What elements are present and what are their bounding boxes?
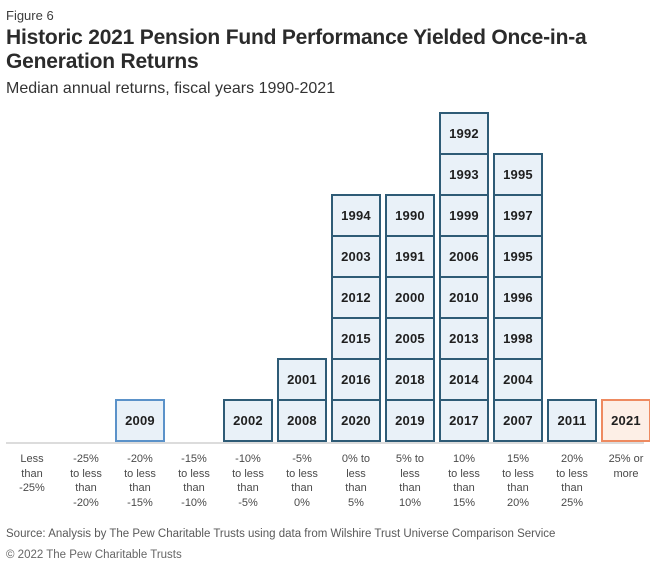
chart-column: 2002 bbox=[223, 399, 273, 443]
chart-column: 1990 1991 2000 2005 2018 2019 bbox=[385, 194, 435, 443]
year-box-2019: 2019 bbox=[385, 399, 435, 443]
year-box-1992: 1992 bbox=[439, 112, 489, 156]
year-box-1991: 1991 bbox=[385, 235, 435, 279]
chart-column: 1994 2003 2012 2015 2016 2020 bbox=[331, 194, 381, 443]
year-box-1998: 1998 bbox=[493, 317, 543, 361]
x-axis-label: 15% to less than 20% bbox=[502, 453, 534, 509]
x-axis-label: 20% to less than 25% bbox=[556, 453, 588, 509]
x-axis-label: -25% to less than -20% bbox=[70, 453, 102, 509]
year-box-2018: 2018 bbox=[385, 358, 435, 402]
year-box-1990: 1990 bbox=[385, 194, 435, 238]
year-box-1993: 1993 bbox=[439, 153, 489, 197]
year-box-2006: 2006 bbox=[439, 235, 489, 279]
year-box-2015: 2015 bbox=[331, 317, 381, 361]
year-box-2010: 2010 bbox=[439, 276, 489, 320]
year-box-1996: 1996 bbox=[493, 276, 543, 320]
chart-columns: 2009 2002 2001 2008 1994 2003 2012 2015 2016 2020… bbox=[6, 110, 650, 443]
chart-column: 1992 1993 1999 2006 2010 2013 2014 2017 bbox=[439, 112, 489, 443]
chart-column: 2021 bbox=[601, 399, 650, 443]
chart-column: 2011 bbox=[547, 399, 597, 443]
figure-footer: Source: Analysis by The Pew Charitable T… bbox=[6, 528, 644, 561]
x-axis-labels: Less than -25% -25% to less than -20% -20%… bbox=[6, 452, 644, 510]
x-axis-label: -15% to less than -10% bbox=[178, 453, 210, 509]
year-box-1995: 1995 bbox=[493, 153, 543, 197]
year-box-2014: 2014 bbox=[439, 358, 489, 402]
page-title: Historic 2021 Pension Fund Performance Y… bbox=[6, 26, 587, 73]
x-axis-baseline bbox=[6, 442, 644, 445]
year-box-2009: 2009 bbox=[115, 399, 165, 443]
year-box-2008: 2008 bbox=[277, 399, 327, 443]
x-axis-label: Less than -25% bbox=[19, 453, 45, 495]
figure-page: Figure 6 Historic 2021 Pension Fund Perf… bbox=[6, 8, 650, 561]
x-axis-label: 10% to less than 15% bbox=[448, 453, 480, 509]
year-box-2007: 2007 bbox=[493, 399, 543, 443]
x-axis-label: 0% to less than 5% bbox=[341, 453, 371, 509]
year-box-2020: 2020 bbox=[331, 399, 381, 443]
copyright-note: © 2022 The Pew Charitable Trusts bbox=[6, 549, 182, 562]
year-box-2003: 2003 bbox=[331, 235, 381, 279]
x-axis-label: 25% or more bbox=[608, 453, 644, 480]
figure-label: Figure 6 bbox=[6, 8, 54, 23]
year-box-2013: 2013 bbox=[439, 317, 489, 361]
chart-column: 2001 2008 bbox=[277, 358, 327, 443]
x-axis-label: -10% to less than -5% bbox=[232, 453, 264, 509]
year-box-1994: 1994 bbox=[331, 194, 381, 238]
year-box-1999: 1999 bbox=[439, 194, 489, 238]
year-box-2000: 2000 bbox=[385, 276, 435, 320]
year-box-2016: 2016 bbox=[331, 358, 381, 402]
x-axis-label: -20% to less than -15% bbox=[124, 453, 156, 509]
year-box-2005: 2005 bbox=[385, 317, 435, 361]
year-box-2021: 2021 bbox=[601, 399, 650, 443]
year-box-2001: 2001 bbox=[277, 358, 327, 402]
chart-column: 2009 bbox=[115, 399, 165, 443]
x-axis-label: 5% to less than 10% bbox=[395, 453, 425, 509]
year-box-1997: 1997 bbox=[493, 194, 543, 238]
source-note: Source: Analysis by The Pew Charitable T… bbox=[6, 528, 556, 541]
year-box-1995: 1995 bbox=[493, 235, 543, 279]
chart-column: 1995 1997 1995 1996 1998 2004 2007 bbox=[493, 153, 543, 443]
year-box-2012: 2012 bbox=[331, 276, 381, 320]
year-block-chart: 2009 2002 2001 2008 1994 2003 2012 2015 2016 2020… bbox=[6, 110, 650, 510]
x-axis-label: -5% to less than 0% bbox=[286, 453, 318, 509]
year-box-2004: 2004 bbox=[493, 358, 543, 402]
year-box-2011: 2011 bbox=[547, 399, 597, 443]
year-box-2002: 2002 bbox=[223, 399, 273, 443]
year-box-2017: 2017 bbox=[439, 399, 489, 443]
chart-subtitle: Median annual returns, fiscal years 1990… bbox=[6, 80, 336, 98]
